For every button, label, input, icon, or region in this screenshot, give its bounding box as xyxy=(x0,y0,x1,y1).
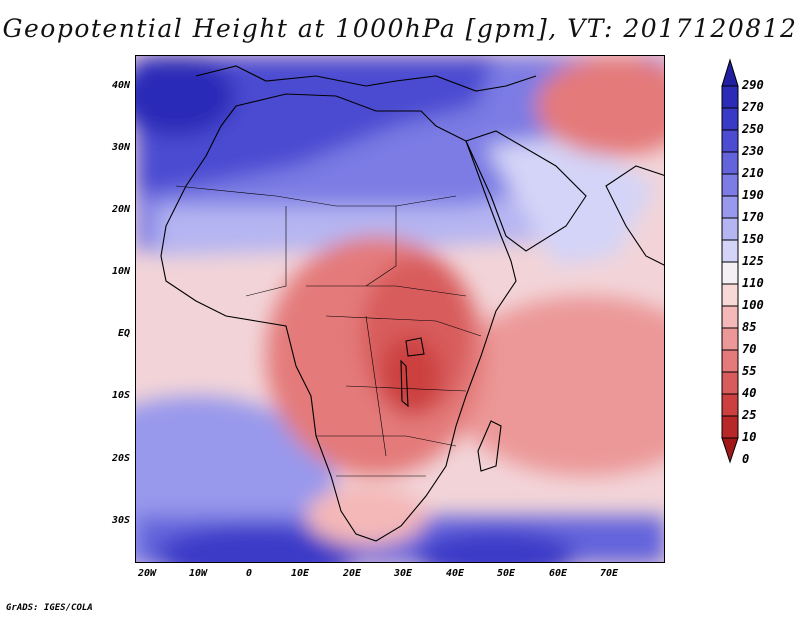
south-africa-light xyxy=(306,486,426,546)
colorbar-tick-label: 290 xyxy=(742,78,764,92)
map-panel xyxy=(135,55,665,563)
lon-label-60e: 60E xyxy=(548,568,568,579)
colorbar-tick-label: 25 xyxy=(742,408,757,422)
lake-tanganyika xyxy=(400,359,409,408)
colorbar-segment xyxy=(721,283,739,307)
contour-fills xyxy=(136,56,664,562)
sahara-light-blue xyxy=(156,186,616,256)
colorbar-tick-label: 10 xyxy=(742,430,757,444)
africa-coastline xyxy=(160,93,517,542)
colorbar-tick-label: 170 xyxy=(742,210,764,224)
colorbar-segment xyxy=(721,173,739,197)
colorbar-tick-label: 125 xyxy=(742,254,764,268)
colorbar-tick-label: 230 xyxy=(742,144,764,158)
chart-title: Geopotential Height at 1000hPa [gpm], VT… xyxy=(2,14,798,43)
colorbar-tick-label: 250 xyxy=(742,122,764,136)
europe-coastline xyxy=(195,65,537,92)
colorbar-tick-label: 190 xyxy=(742,188,764,202)
lon-label-20w: 20W xyxy=(137,568,157,579)
lon-label-40e: 40E xyxy=(445,568,465,579)
lon-label-10w: 10W xyxy=(188,568,208,579)
lat-label-30s: 30S xyxy=(111,515,130,526)
colorbar-tick-label: 55 xyxy=(742,364,757,378)
colorbar-tick-label: 270 xyxy=(742,100,764,114)
lon-label-20e: 20E xyxy=(342,568,362,579)
colorbar-tick-label: 40 xyxy=(742,386,757,400)
colorbar-segment xyxy=(721,415,739,439)
arabia-pale xyxy=(486,136,656,266)
grads-credit: GrADS: IGES/COLA xyxy=(6,603,93,613)
heatmap-field xyxy=(136,56,664,562)
colorbar-tick-label: 150 xyxy=(742,232,764,246)
colorbar-tick-label: 210 xyxy=(742,166,764,180)
colorbar-tick-label: 70 xyxy=(742,342,757,356)
colorbar-segment xyxy=(721,107,739,131)
lat-label-20n: 20N xyxy=(111,204,130,215)
colorbar-min-arrow xyxy=(721,437,739,464)
colorbar-segment xyxy=(721,195,739,219)
lon-label-0: 0 xyxy=(245,568,253,579)
lon-label-70e: 70E xyxy=(599,568,619,579)
colorbar-tick-label: 100 xyxy=(742,298,764,312)
india-coastline xyxy=(605,165,664,266)
madagascar-outline xyxy=(477,420,502,472)
lon-label-30e: 30E xyxy=(393,568,413,579)
colorbar-tick-label: 110 xyxy=(742,276,764,290)
colorbar-segment xyxy=(721,261,739,285)
lat-label-10n: 10N xyxy=(111,266,130,277)
colorbar-segment xyxy=(721,371,739,395)
lon-label-10e: 10E xyxy=(290,568,310,579)
colorbar-tick-label: 85 xyxy=(742,320,757,334)
asia-red-zone xyxy=(536,56,664,156)
colorbar-segment xyxy=(721,151,739,175)
lat-label-10s: 10S xyxy=(111,390,130,401)
lat-label-eq: EQ xyxy=(117,328,130,339)
atlas-deep-blue xyxy=(136,56,236,136)
colorbar-segment xyxy=(721,129,739,153)
coastlines xyxy=(160,65,664,542)
colorbar-segment xyxy=(721,327,739,351)
lake-victoria xyxy=(405,337,425,357)
colorbar-segment xyxy=(721,305,739,329)
great-lakes-red xyxy=(381,336,441,416)
colorbar-segment xyxy=(721,85,739,109)
lat-label-20s: 20S xyxy=(111,453,130,464)
southern-deep-blue-2 xyxy=(416,531,576,562)
lat-label-30n: 30N xyxy=(111,142,130,153)
lon-label-50e: 50E xyxy=(496,568,516,579)
arabia-coastline xyxy=(465,130,587,252)
lat-label-40n: 40N xyxy=(111,80,130,91)
colorbar-tick-label: 0 xyxy=(742,452,750,466)
colorbar-segment xyxy=(721,349,739,373)
southern-deep-blue xyxy=(156,526,356,562)
borders xyxy=(175,185,482,477)
colorbar-segment xyxy=(721,217,739,241)
colorbar-segment xyxy=(721,239,739,263)
colorbar xyxy=(721,58,739,464)
colorbar-segment xyxy=(721,393,739,417)
colorbar-max-arrow xyxy=(721,58,739,87)
